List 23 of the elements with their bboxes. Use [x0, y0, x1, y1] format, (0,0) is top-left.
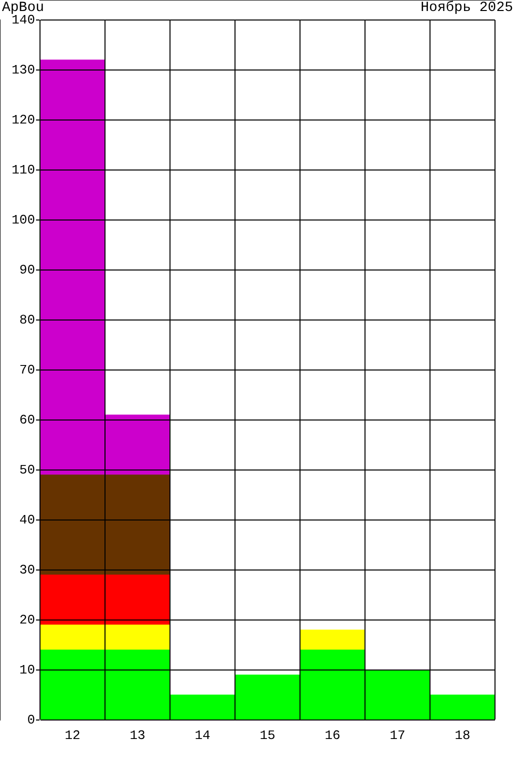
bar [300, 630, 366, 650]
x-tick-label: 15 [260, 728, 276, 744]
x-tick-label: 14 [194, 728, 210, 744]
y-tick-label: 130 [12, 62, 35, 78]
y-tick-label: 20 [19, 612, 35, 628]
y-tick-label: 0 [27, 712, 35, 728]
x-tick-label: 17 [390, 728, 406, 744]
y-tick-label: 40 [19, 512, 35, 528]
x-tick-label: 12 [64, 728, 80, 744]
y-tick-label: 30 [19, 562, 35, 578]
x-tick-label: 18 [454, 728, 470, 744]
y-tick-label: 10 [19, 662, 35, 678]
y-tick-label: 50 [19, 462, 35, 478]
x-tick-label: 16 [324, 728, 340, 744]
y-tick-label: 90 [19, 262, 35, 278]
y-tick-label: 100 [12, 212, 35, 228]
y-tick-label: 110 [12, 162, 35, 178]
x-tick-label: 13 [130, 728, 146, 744]
y-tick-label: 80 [19, 312, 35, 328]
y-tick-label: 120 [12, 112, 35, 128]
y-tick-label: 70 [19, 362, 35, 378]
chart-subtitle: Ноябрь 2025 [420, 0, 513, 16]
y-tick-label: 60 [19, 412, 35, 428]
